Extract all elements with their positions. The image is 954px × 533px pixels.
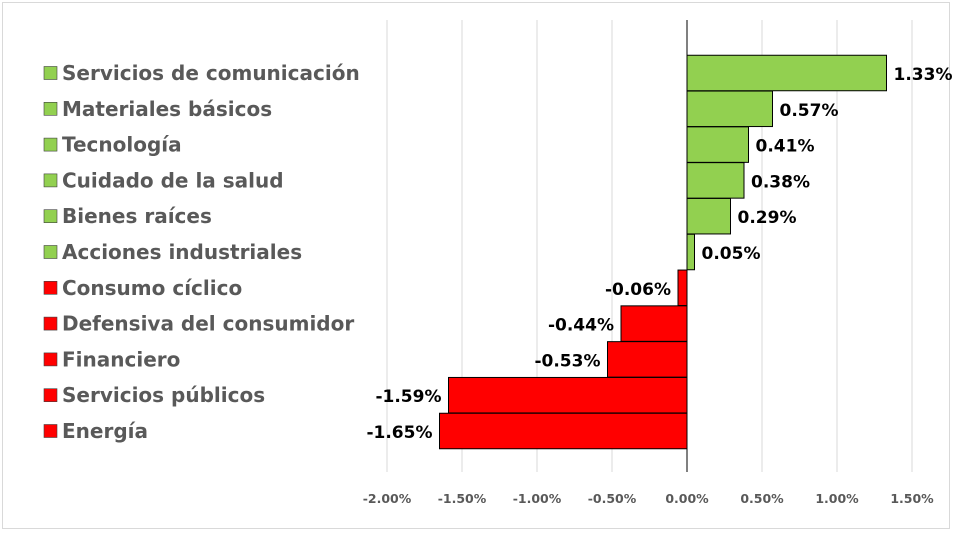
- data-label: -1.65%: [366, 423, 432, 443]
- legend-swatch: [43, 66, 58, 80]
- category-label: Acciones industriales: [62, 240, 302, 264]
- legend-swatch: [43, 209, 58, 223]
- category-label: Consumo cíclico: [62, 276, 242, 300]
- data-label: -0.06%: [605, 280, 671, 300]
- x-tick-label: 0.50%: [740, 491, 784, 506]
- legend-swatch: [43, 173, 58, 188]
- category-label: Financiero: [62, 347, 180, 371]
- category-label: Energía: [62, 419, 148, 443]
- data-label: 0.41%: [756, 137, 815, 157]
- x-tick-label: 0.00%: [665, 491, 709, 506]
- x-tick-label: -0.50%: [588, 491, 637, 506]
- legend-swatch: [43, 102, 58, 116]
- legend-swatch: [43, 424, 58, 438]
- bar: [686, 126, 749, 163]
- bar: [439, 412, 688, 450]
- category-label: Cuidado de la salud: [62, 168, 284, 192]
- x-tick-label: -2.00%: [363, 491, 412, 506]
- data-label: 1.33%: [894, 65, 953, 85]
- bar: [607, 341, 688, 378]
- legend-swatch: [43, 245, 58, 259]
- legend-swatch: [43, 137, 58, 152]
- category-label: Defensiva del consumidor: [62, 312, 354, 336]
- data-label: 0.05%: [702, 244, 761, 264]
- data-label: -1.59%: [375, 387, 441, 407]
- data-label: 0.38%: [751, 172, 810, 192]
- x-tick-label: 1.50%: [890, 491, 934, 506]
- x-tick-label: -1.50%: [438, 491, 487, 506]
- data-label: -0.44%: [548, 316, 614, 336]
- category-label: Materiales básicos: [62, 97, 272, 121]
- legend-swatch: [43, 388, 58, 403]
- category-label: Bienes raíces: [62, 204, 212, 228]
- x-tick-label: -1.00%: [513, 491, 562, 506]
- category-label: Servicios de comunicación: [62, 61, 360, 85]
- bar: [620, 305, 688, 342]
- data-label: -0.53%: [534, 351, 600, 371]
- bar: [448, 376, 688, 414]
- category-label: Servicios públicos: [62, 383, 265, 407]
- data-label: 0.29%: [738, 208, 797, 228]
- bar: [686, 90, 773, 128]
- bar: [686, 54, 887, 92]
- data-label: 0.57%: [780, 101, 839, 121]
- legend-swatch: [43, 280, 58, 295]
- x-tick-label: 1.00%: [815, 491, 859, 506]
- bar: [686, 197, 731, 235]
- bar: [686, 233, 695, 271]
- legend-swatch: [43, 352, 58, 367]
- legend-swatch: [43, 316, 58, 331]
- category-label: Tecnología: [62, 133, 182, 157]
- bar: [686, 162, 745, 199]
- bar: [677, 269, 688, 307]
